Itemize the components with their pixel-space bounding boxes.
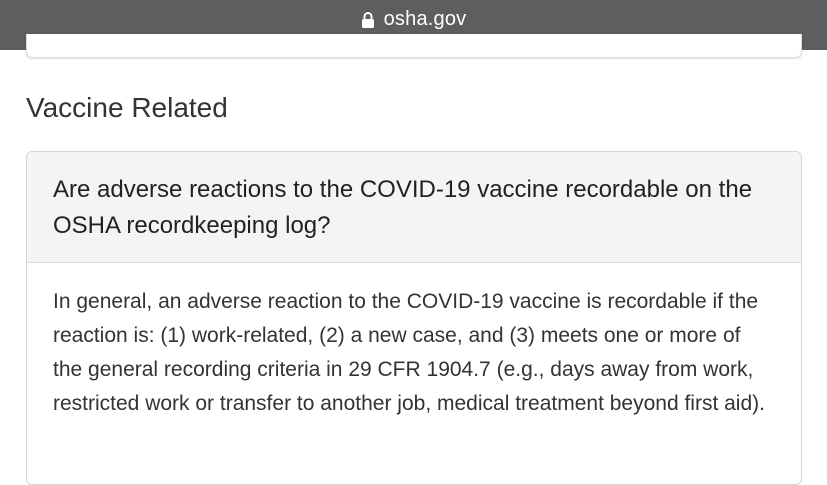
faq-question-text: Are adverse reactions to the COVID-19 va… bbox=[53, 176, 753, 239]
faq-answer-body: In general, an adverse reaction to the C… bbox=[27, 263, 801, 421]
faq-card: Are adverse reactions to the COVID-19 va… bbox=[26, 151, 802, 485]
section-heading: Vaccine Related bbox=[26, 92, 228, 123]
faq-question-header[interactable]: Are adverse reactions to the COVID-19 va… bbox=[27, 152, 801, 263]
faq-answer-text: In general, an adverse reaction to the C… bbox=[53, 290, 765, 415]
lock-icon bbox=[361, 11, 375, 29]
previous-faq-card bbox=[26, 34, 802, 58]
url-display[interactable]: osha.gov bbox=[361, 8, 467, 31]
url-text: osha.gov bbox=[383, 8, 467, 30]
